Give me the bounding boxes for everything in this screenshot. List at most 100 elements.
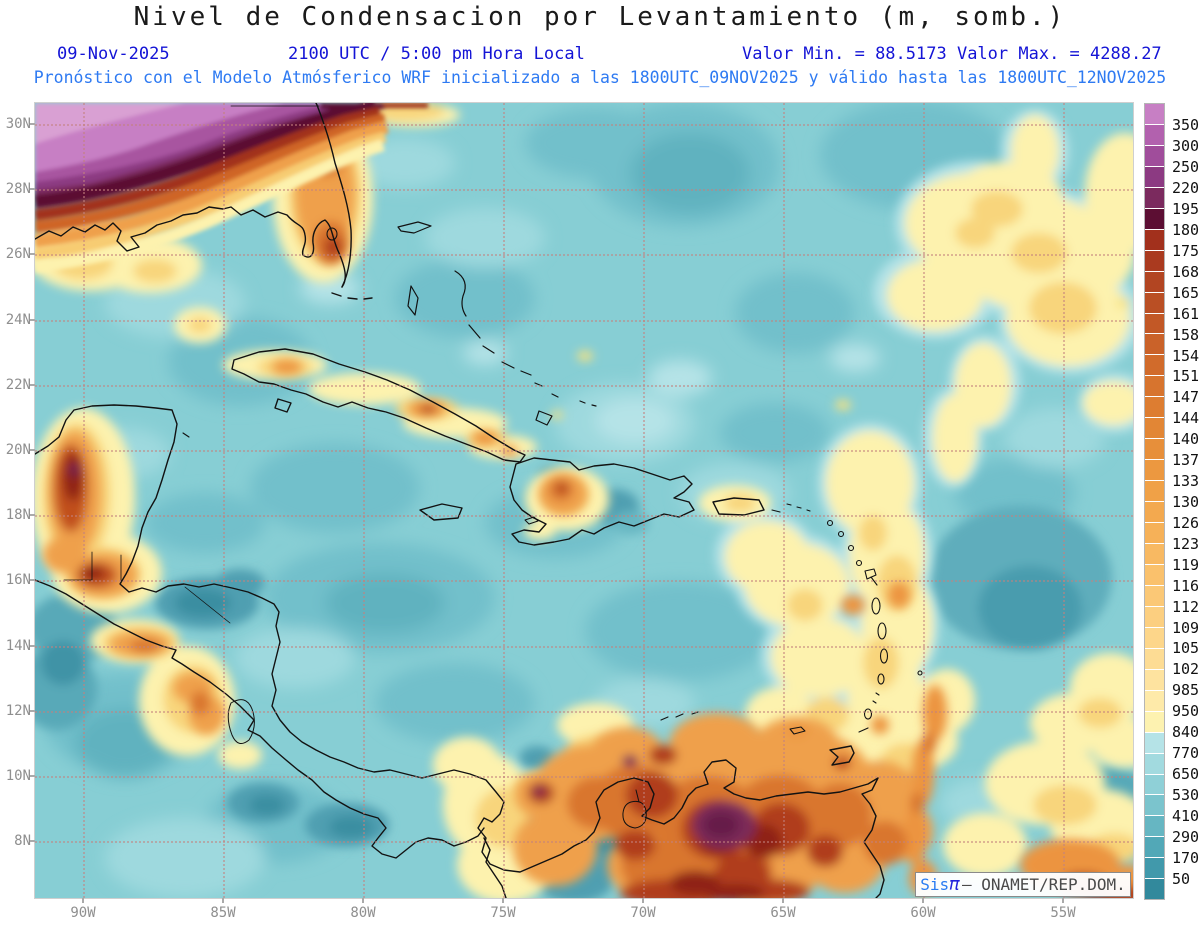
lon-axis-tick — [362, 898, 364, 903]
lat-axis-tick — [30, 709, 35, 712]
colorbar-segment — [1145, 879, 1164, 900]
colorbar-label: 1685 — [1172, 262, 1200, 281]
coastline-isla-juventud — [274, 398, 292, 413]
watermark-badge: Sis π – ONAMET/REP.DOM. — [915, 872, 1131, 897]
colorbar-label: 950 — [1172, 702, 1200, 721]
colorbar-segment — [1145, 858, 1164, 880]
colorbar-label: 1950 — [1172, 200, 1200, 219]
lon-axis-label: 60W — [910, 905, 936, 921]
lat-axis-label: 28N — [5, 181, 31, 198]
colorbar-segment — [1145, 795, 1164, 817]
colorbar-label: 1195 — [1172, 555, 1200, 574]
coastline-florida-keys — [331, 292, 373, 300]
coastline-gonave — [524, 516, 539, 525]
lat-axis-label: 10N — [5, 768, 31, 784]
colorbar-segment — [1145, 124, 1164, 146]
colorbar-label: 1580 — [1172, 325, 1200, 344]
colorbar-segment — [1145, 544, 1164, 565]
coastline-cozumel — [182, 432, 190, 438]
colorbar-segment — [1145, 334, 1164, 356]
colorbar-label: 1475 — [1172, 388, 1200, 407]
borders-central-america — [63, 551, 231, 624]
colorbar-segment — [1145, 439, 1164, 461]
lat-axis-label: 14N — [5, 637, 31, 654]
colorbar-segment — [1145, 145, 1164, 167]
valor-min-value: 88.5173 — [875, 44, 947, 64]
colorbar-segment — [1145, 732, 1164, 754]
colorbar-label: 410 — [1172, 806, 1200, 825]
colorbar-label: 1090 — [1172, 618, 1200, 637]
coastline-cuba — [231, 348, 526, 463]
colorbar-segment — [1145, 837, 1164, 859]
colorbar-label: 170 — [1172, 848, 1200, 867]
colorbar-segment — [1145, 669, 1164, 691]
lat-axis-label: 24N — [5, 311, 31, 328]
lat-axis-tick — [30, 644, 35, 647]
colorbar-segment — [1145, 355, 1164, 377]
colorbar-label: 985 — [1172, 681, 1200, 700]
colorbar-label: 1335 — [1172, 472, 1200, 491]
colorbar-segment — [1145, 564, 1164, 586]
lon-axis-label: 55W — [1050, 905, 1076, 921]
coastline-florida-east — [315, 103, 352, 288]
map-plot-area — [34, 102, 1134, 899]
value-range: Valor Min. = 88.5173 Valor Max. = 4288.2… — [742, 44, 1162, 64]
colorbar-segment — [1145, 774, 1164, 796]
coastline-colombia-pacific — [483, 837, 507, 898]
coastline-bahamas — [397, 221, 597, 426]
lake-okeechobee — [326, 227, 338, 241]
lon-axis-tick — [1062, 898, 1064, 903]
colorbar-segment — [1145, 627, 1164, 649]
colorbar-label: 1125 — [1172, 597, 1200, 616]
colorbar-segment — [1145, 523, 1164, 545]
lon-axis-label: 70W — [630, 905, 656, 921]
lat-axis-label: 18N — [5, 507, 31, 524]
colorbar-segment — [1145, 816, 1164, 838]
lon-axis-label: 85W — [210, 905, 236, 921]
colorbar-label: 1055 — [1172, 639, 1200, 658]
coastline-puerto-rico — [712, 497, 765, 516]
watermark-org: – ONAMET/REP.DOM. — [961, 875, 1126, 894]
colorbar-segment — [1145, 250, 1164, 272]
colorbar-label: 1545 — [1172, 346, 1200, 365]
coastline-us-gulf — [35, 206, 346, 288]
colorbar-label: 3000 — [1172, 137, 1200, 156]
colorbar-label: 1300 — [1172, 493, 1200, 511]
colorbar-segment — [1145, 292, 1164, 314]
lat-axis-tick — [30, 840, 35, 843]
colorbar-label: 1800 — [1172, 221, 1200, 240]
watermark-app-name: Sis — [920, 875, 950, 894]
colorbar-label: 1650 — [1172, 283, 1200, 302]
map-canvas — [35, 103, 1133, 898]
field-nw-purple-bands — [35, 103, 428, 273]
colorbar-segment — [1145, 418, 1164, 440]
colorbar-segment — [1145, 606, 1164, 628]
lon-axis-label: 90W — [70, 905, 96, 921]
colorbar-label: 1230 — [1172, 534, 1200, 553]
forecast-date: 09-Nov-2025 — [57, 44, 170, 64]
lat-axis-tick — [30, 775, 35, 777]
colorbar-segment — [1145, 187, 1164, 209]
colorbar-label: 1370 — [1172, 451, 1200, 470]
colorbar-label: 50 — [1172, 869, 1191, 888]
coastline-jamaica — [419, 503, 463, 521]
colorbar-segment — [1145, 690, 1164, 712]
lat-axis-tick — [30, 318, 35, 321]
colorbar-label: 2200 — [1172, 179, 1200, 198]
colorbar-label: 1615 — [1172, 304, 1200, 323]
lat-axis-label: 12N — [5, 702, 31, 719]
colorbar — [1144, 103, 1165, 900]
colorbar-label: 1160 — [1172, 576, 1200, 595]
coastlines — [35, 103, 923, 898]
colorbar-segment — [1145, 208, 1164, 230]
colorbar-label: 530 — [1172, 785, 1200, 804]
model-run-info: Pronóstico con el Modelo Atmósferico WRF… — [33, 68, 1167, 87]
colorbar-label: 770 — [1172, 744, 1200, 763]
coastline-pacific — [35, 579, 485, 859]
colorbar-segment — [1145, 376, 1164, 398]
colorbar-label: 1750 — [1172, 241, 1200, 260]
lat-axis-label: 8N — [14, 833, 31, 850]
colorbar-label: 1020 — [1172, 660, 1200, 679]
lat-axis-tick — [30, 383, 35, 386]
lon-axis-tick — [222, 898, 224, 903]
